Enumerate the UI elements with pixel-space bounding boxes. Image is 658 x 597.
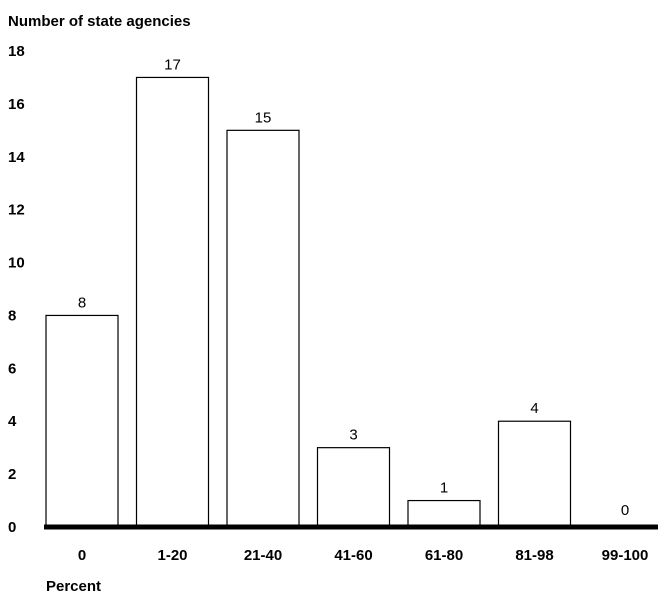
y-tick-label: 4 — [8, 413, 17, 430]
y-tick-label: 18 — [8, 43, 25, 60]
y-tick-label: 2 — [8, 466, 16, 483]
y-tick-label: 8 — [8, 307, 16, 324]
y-tick-label: 16 — [8, 96, 25, 113]
x-tick-label: 21-40 — [244, 547, 282, 564]
data-label: 3 — [349, 427, 357, 444]
bar-1-20 — [135, 76, 210, 528]
bar-0 — [45, 314, 119, 528]
data-label: 8 — [78, 294, 86, 311]
data-label: 17 — [164, 56, 181, 73]
y-tick-label: 12 — [8, 202, 25, 219]
data-label: 1 — [440, 480, 448, 497]
y-tick-label: 0 — [8, 519, 16, 536]
x-tick-label: 99-100 — [602, 547, 649, 564]
y-axis-ticks: 0 2 4 6 8 10 12 14 16 18 — [8, 43, 25, 536]
x-tick-label: 0 — [78, 547, 86, 564]
y-axis-label: Number of state agencies — [8, 13, 191, 30]
x-tick-label: 41-60 — [334, 547, 372, 564]
bar-21-40 — [226, 129, 300, 528]
bar-61-80 — [407, 499, 481, 528]
y-tick-label: 6 — [8, 360, 16, 377]
data-label: 0 — [621, 502, 629, 519]
y-tick-label: 10 — [8, 255, 25, 272]
x-tick-label: 61-80 — [425, 547, 463, 564]
data-label: 4 — [530, 400, 538, 417]
x-axis-label: Percent — [46, 578, 101, 595]
x-tick-label: 1-20 — [157, 547, 187, 564]
y-tick-label: 14 — [8, 149, 25, 166]
data-label: 15 — [255, 109, 272, 126]
x-tick-label: 81-98 — [515, 547, 553, 564]
bar-41-60 — [316, 447, 391, 528]
x-axis-ticks: 0 1-20 21-40 41-60 61-80 81-98 99-100 — [78, 547, 649, 564]
bar-81-98 — [497, 420, 572, 528]
data-labels: 8 17 15 3 1 4 0 — [78, 56, 629, 519]
bars — [45, 76, 572, 528]
